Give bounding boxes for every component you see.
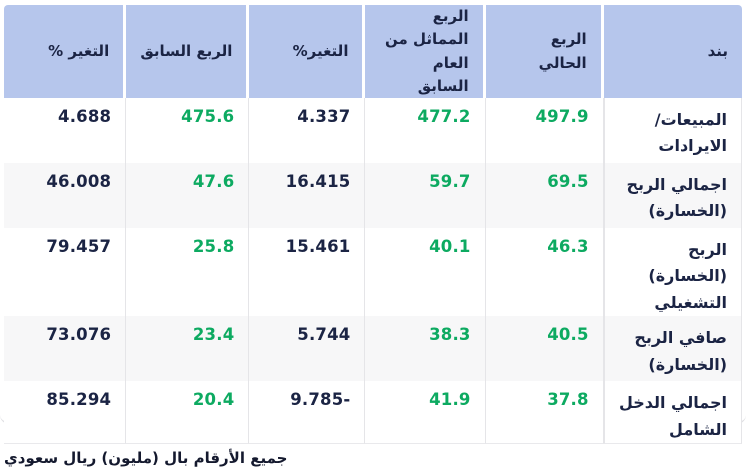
column-header-same-quarter-prev-year: الربع المماثل من العام السابق <box>365 5 486 98</box>
previous-quarter-value: 20.4 <box>126 381 250 444</box>
current-quarter-value: 40.5 <box>486 316 604 382</box>
item-label: صافي الربح (الخسارة) <box>603 316 742 382</box>
same-quarter-prev-year-value: 41.9 <box>365 381 486 444</box>
item-label: اجمالي الدخل الشامل <box>603 381 742 444</box>
change-yoy-value: -9.785 <box>249 381 366 444</box>
units-footnote: جميع الأرقام بال (مليون) ريال سعودي <box>4 448 288 467</box>
item-label: المبيعات/ الايرادات <box>603 98 742 163</box>
previous-quarter-value: 47.6 <box>126 163 250 228</box>
previous-quarter-value: 475.6 <box>126 98 250 163</box>
table-row-operating-profit: الربح (الخسارة) التشغيلي 46.3 40.1 15.46… <box>4 228 742 317</box>
same-quarter-prev-year-value: 477.2 <box>365 98 486 163</box>
current-quarter-value: 37.8 <box>485 381 604 444</box>
current-quarter-value: 46.3 <box>486 228 604 317</box>
table-row-sales-revenues: المبيعات/ الايرادات 497.9 477.2 4.337 47… <box>4 98 742 163</box>
change-qoq-value: 79.457 <box>4 228 127 317</box>
column-header-previous-quarter: الربع السابق <box>126 5 250 98</box>
change-qoq-value: 46.008 <box>4 163 127 228</box>
table-row-comprehensive-income: اجمالي الدخل الشامل 37.8 41.9 -9.785 20.… <box>4 381 742 444</box>
change-qoq-value: 73.076 <box>4 316 127 382</box>
current-quarter-value: 497.9 <box>486 98 604 163</box>
change-yoy-value: 4.337 <box>249 98 366 163</box>
column-header-change-yoy: التغير% <box>249 5 366 98</box>
table-row-net-profit: صافي الربح (الخسارة) 40.5 38.3 5.744 23.… <box>4 316 742 382</box>
table-row-gross-profit: اجمالي الربح (الخسارة) 69.5 59.7 16.415 … <box>4 163 742 228</box>
item-label: الربح (الخسارة) التشغيلي <box>603 228 742 317</box>
column-header-change-qoq: التغير % <box>4 5 127 98</box>
item-label: اجمالي الربح (الخسارة) <box>603 163 742 228</box>
table-body: المبيعات/ الايرادات 497.9 477.2 4.337 47… <box>4 98 742 444</box>
change-yoy-value: 5.744 <box>249 316 366 382</box>
previous-quarter-value: 25.8 <box>126 228 250 317</box>
change-yoy-value: 16.415 <box>249 163 366 228</box>
previous-quarter-value: 23.4 <box>126 316 250 382</box>
change-qoq-value: 4.688 <box>4 98 127 163</box>
change-qoq-value: 85.294 <box>4 381 127 444</box>
column-header-current-quarter: الربع الحالي <box>485 5 604 98</box>
column-header-item: بند <box>603 5 742 98</box>
same-quarter-prev-year-value: 40.1 <box>365 228 486 317</box>
table-header: بند الربع الحالي الربع المماثل من العام … <box>4 5 742 98</box>
same-quarter-prev-year-value: 59.7 <box>365 163 486 228</box>
quarterly-financials-card: بند الربع الحالي الربع المماثل من العام … <box>0 5 746 467</box>
current-quarter-value: 69.5 <box>486 163 604 228</box>
header-row: بند الربع الحالي الربع المماثل من العام … <box>4 5 742 98</box>
change-yoy-value: 15.461 <box>249 228 366 317</box>
quarterly-results-table: بند الربع الحالي الربع المماثل من العام … <box>4 5 742 444</box>
same-quarter-prev-year-value: 38.3 <box>365 316 486 382</box>
